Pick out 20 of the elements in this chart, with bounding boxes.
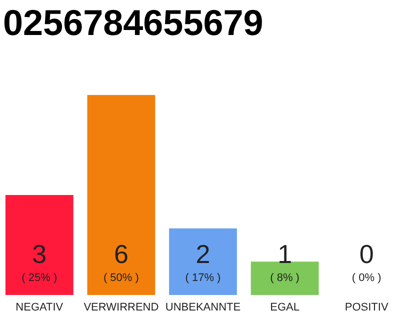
x-tick-label: EGAL	[270, 302, 300, 314]
x-tick-label: POSITIV	[344, 302, 389, 314]
bar	[169, 228, 237, 295]
data-label: 1	[278, 239, 292, 269]
x-tick-label: NEGATIV	[16, 302, 64, 314]
annotation: ( 50% )	[103, 272, 139, 284]
bar	[250, 262, 319, 295]
data-label: 2	[196, 239, 210, 269]
annotation: ( 8% )	[270, 272, 300, 284]
x-tick-label: UNBEKANNTE	[165, 302, 241, 314]
data-label: 3	[32, 239, 47, 269]
annotation: ( 0% )	[352, 272, 382, 284]
annotation: ( 25% )	[22, 272, 58, 284]
chart-title: 0256784655679	[3, 2, 264, 43]
data-label: 6	[114, 239, 128, 269]
bar	[5, 195, 74, 295]
x-tick-label: VERWIRREND	[84, 302, 159, 314]
bar	[87, 95, 156, 295]
annotation: ( 17% )	[185, 272, 221, 284]
data-label: 0	[359, 239, 374, 269]
